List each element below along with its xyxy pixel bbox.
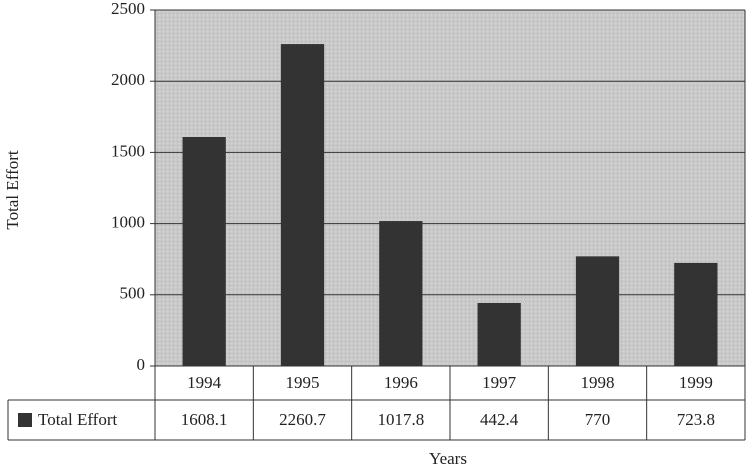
table-value: 2260.7 — [279, 410, 326, 429]
bar — [575, 256, 620, 366]
legend-label: Total Effort — [38, 410, 117, 429]
y-tick-label: 2000 — [111, 70, 145, 89]
y-tick-label: 1500 — [111, 141, 145, 160]
table-value: 1017.8 — [377, 410, 424, 429]
x-tick-label: 1998 — [581, 373, 615, 392]
y-tick-label: 0 — [137, 355, 146, 374]
x-tick-label: 1994 — [187, 373, 222, 392]
x-tick-label: 1995 — [286, 373, 320, 392]
table-value: 442.4 — [480, 410, 519, 429]
y-tick-label: 2500 — [111, 0, 145, 18]
legend-swatch — [18, 413, 32, 427]
x-tick-label: 1997 — [482, 373, 517, 392]
x-tick-label: 1999 — [679, 373, 713, 392]
x-tick-label: 1996 — [384, 373, 418, 392]
bar — [477, 303, 521, 366]
table-value: 1608.1 — [181, 410, 228, 429]
bar — [182, 137, 226, 366]
plot-area — [155, 10, 745, 366]
table-value: 723.8 — [677, 410, 715, 429]
table-value: 770 — [585, 410, 611, 429]
bar — [280, 44, 325, 366]
bar — [379, 221, 423, 366]
x-axis-title: Years — [429, 449, 467, 468]
y-tick-label: 1000 — [111, 213, 145, 232]
bar — [674, 262, 718, 366]
y-axis-title: Total Effort — [3, 150, 22, 229]
y-tick-label: 500 — [120, 284, 146, 303]
